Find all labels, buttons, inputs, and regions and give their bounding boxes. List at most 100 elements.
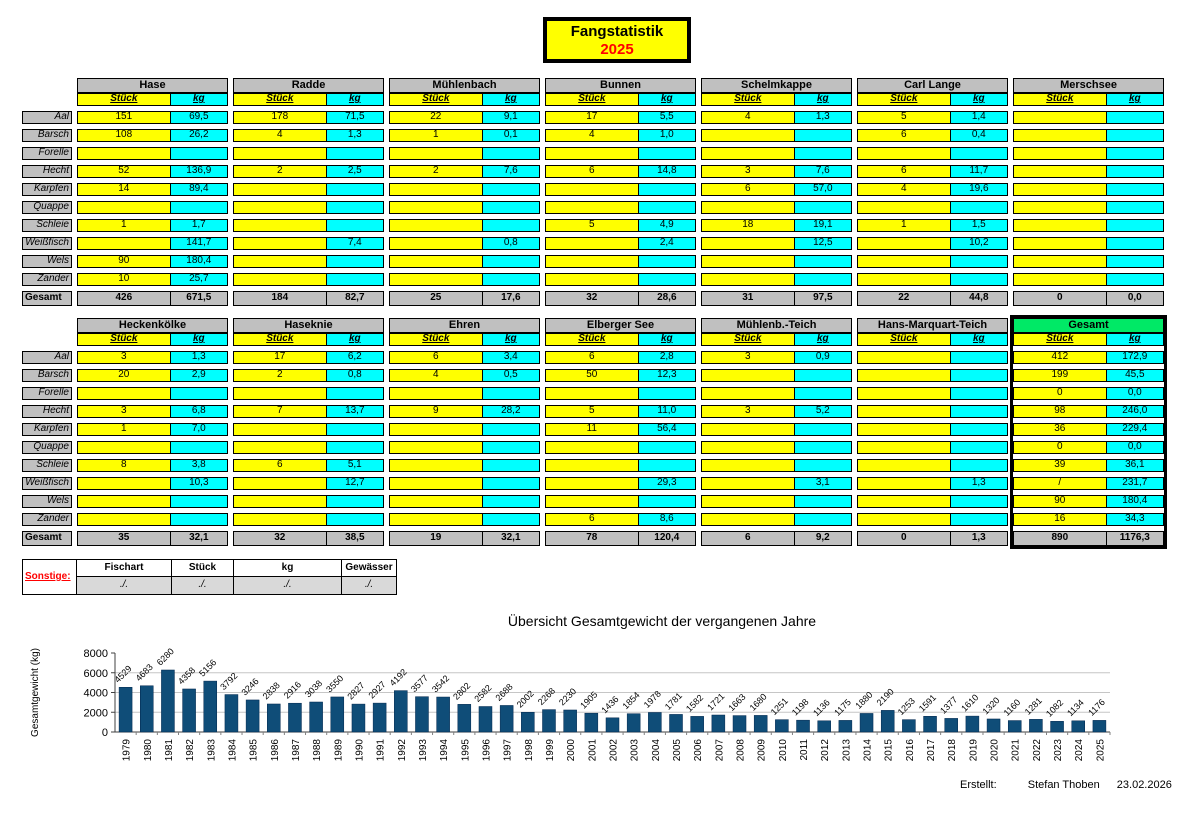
cell-kg[interactable]	[326, 441, 384, 454]
cell-kg[interactable]: 180,4	[170, 255, 228, 268]
cell-stueck[interactable]	[545, 273, 639, 286]
cell-kg[interactable]	[794, 147, 852, 160]
cell-kg[interactable]: 45,5	[1106, 369, 1164, 382]
cell-stueck[interactable]	[857, 441, 951, 454]
cell-kg[interactable]	[1106, 273, 1164, 286]
cell-stueck[interactable]	[857, 513, 951, 526]
cell-kg[interactable]	[170, 201, 228, 214]
cell-stueck[interactable]	[389, 477, 483, 490]
cell-stueck[interactable]: 2	[389, 165, 483, 178]
cell-stueck[interactable]	[545, 441, 639, 454]
cell-kg[interactable]	[170, 441, 228, 454]
cell-kg[interactable]: 25,7	[170, 273, 228, 286]
cell-stueck[interactable]	[233, 147, 327, 160]
cell-stueck[interactable]: 20	[77, 369, 171, 382]
cell-kg[interactable]: 229,4	[1106, 423, 1164, 436]
cell-kg[interactable]: 141,7	[170, 237, 228, 250]
cell-stueck[interactable]: 6	[545, 165, 639, 178]
cell-stueck[interactable]	[857, 387, 951, 400]
cell-kg[interactable]: 2,4	[638, 237, 696, 250]
cell-stueck[interactable]	[1013, 219, 1107, 232]
cell-kg[interactable]	[638, 495, 696, 508]
cell-stueck[interactable]: 18	[701, 219, 795, 232]
cell-kg[interactable]: 0,8	[326, 369, 384, 382]
cell-kg[interactable]	[482, 201, 540, 214]
cell-kg[interactable]: 0,5	[482, 369, 540, 382]
cell-kg[interactable]: 10,3	[170, 477, 228, 490]
cell-stueck[interactable]	[701, 273, 795, 286]
sonstige-value[interactable]: ./.	[77, 577, 172, 595]
cell-stueck[interactable]	[389, 147, 483, 160]
cell-kg[interactable]: 7,6	[482, 165, 540, 178]
cell-kg[interactable]	[950, 351, 1008, 364]
cell-kg[interactable]: 2,5	[326, 165, 384, 178]
cell-stueck[interactable]	[1013, 237, 1107, 250]
cell-kg[interactable]	[638, 441, 696, 454]
cell-stueck[interactable]	[77, 513, 171, 526]
cell-kg[interactable]: 0,0	[1106, 387, 1164, 400]
cell-stueck[interactable]	[1013, 255, 1107, 268]
cell-stueck[interactable]: /	[1013, 477, 1107, 490]
cell-stueck[interactable]: 6	[857, 129, 951, 142]
cell-stueck[interactable]	[857, 273, 951, 286]
cell-stueck[interactable]: 3	[77, 405, 171, 418]
cell-kg[interactable]	[482, 219, 540, 232]
cell-kg[interactable]: 1,3	[794, 111, 852, 124]
cell-stueck[interactable]: 0	[1013, 441, 1107, 454]
cell-stueck[interactable]: 7	[233, 405, 327, 418]
cell-kg[interactable]: 1,4	[950, 111, 1008, 124]
cell-kg[interactable]: 1,3	[326, 129, 384, 142]
cell-kg[interactable]	[794, 369, 852, 382]
cell-kg[interactable]	[482, 423, 540, 436]
cell-stueck[interactable]: 10	[77, 273, 171, 286]
cell-stueck[interactable]: 6	[545, 351, 639, 364]
cell-kg[interactable]: 1,3	[950, 477, 1008, 490]
cell-kg[interactable]: 12,3	[638, 369, 696, 382]
cell-stueck[interactable]	[389, 201, 483, 214]
cell-kg[interactable]	[482, 477, 540, 490]
cell-kg[interactable]	[638, 147, 696, 160]
cell-stueck[interactable]	[233, 441, 327, 454]
cell-kg[interactable]	[170, 147, 228, 160]
cell-kg[interactable]	[482, 495, 540, 508]
cell-kg[interactable]: 1,0	[638, 129, 696, 142]
cell-kg[interactable]: 246,0	[1106, 405, 1164, 418]
cell-kg[interactable]	[326, 387, 384, 400]
cell-stueck[interactable]	[545, 477, 639, 490]
cell-kg[interactable]	[794, 129, 852, 142]
cell-kg[interactable]: 11,0	[638, 405, 696, 418]
cell-stueck[interactable]: 6	[701, 183, 795, 196]
cell-kg[interactable]: 1,7	[170, 219, 228, 232]
cell-stueck[interactable]	[1013, 129, 1107, 142]
cell-kg[interactable]: 0,8	[482, 237, 540, 250]
cell-kg[interactable]	[1106, 111, 1164, 124]
cell-stueck[interactable]: 5	[545, 219, 639, 232]
cell-stueck[interactable]	[701, 129, 795, 142]
cell-kg[interactable]	[794, 255, 852, 268]
cell-kg[interactable]: 2,9	[170, 369, 228, 382]
cell-kg[interactable]	[638, 459, 696, 472]
cell-kg[interactable]: 6,8	[170, 405, 228, 418]
cell-stueck[interactable]	[389, 495, 483, 508]
cell-stueck[interactable]: 4	[701, 111, 795, 124]
cell-kg[interactable]: 231,7	[1106, 477, 1164, 490]
cell-kg[interactable]: 3,1	[794, 477, 852, 490]
cell-stueck[interactable]: 1	[389, 129, 483, 142]
cell-stueck[interactable]	[389, 183, 483, 196]
cell-stueck[interactable]	[857, 459, 951, 472]
cell-kg[interactable]: 10,2	[950, 237, 1008, 250]
cell-kg[interactable]: 1,3	[170, 351, 228, 364]
cell-kg[interactable]: 5,2	[794, 405, 852, 418]
cell-stueck[interactable]	[545, 495, 639, 508]
cell-stueck[interactable]	[233, 183, 327, 196]
cell-stueck[interactable]	[1013, 273, 1107, 286]
cell-stueck[interactable]: 108	[77, 129, 171, 142]
cell-stueck[interactable]: 3	[701, 405, 795, 418]
cell-kg[interactable]: 0,9	[794, 351, 852, 364]
cell-stueck[interactable]: 90	[1013, 495, 1107, 508]
cell-stueck[interactable]: 0	[1013, 387, 1107, 400]
cell-kg[interactable]	[794, 495, 852, 508]
cell-stueck[interactable]	[233, 513, 327, 526]
cell-kg[interactable]	[326, 183, 384, 196]
cell-stueck[interactable]	[1013, 183, 1107, 196]
